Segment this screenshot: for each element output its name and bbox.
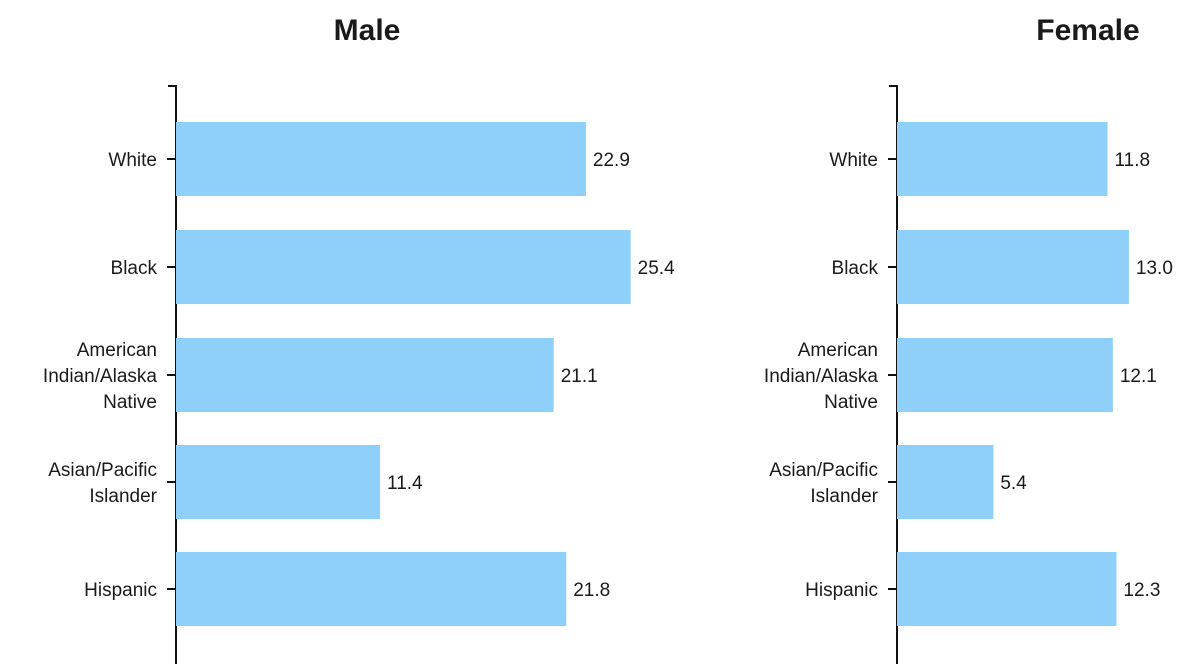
female-value-label-4: 12.3 (1123, 580, 1160, 601)
male-bar-1 (176, 230, 631, 304)
male-panel: Male White 22.9 Black 25.4 American Indian/Ala… (43, 14, 675, 664)
female-bar-1 (897, 230, 1129, 304)
female-bar-3 (897, 445, 994, 519)
female-category-label-0: White (829, 150, 878, 171)
male-bar-2 (176, 338, 554, 412)
male-category-label-4: Hispanic (84, 580, 157, 601)
male-category-label-line: American (77, 340, 157, 361)
male-category-label-0: White (108, 150, 157, 171)
male-value-label-4: 21.8 (573, 580, 610, 601)
male-category-label-line: Black (111, 258, 158, 279)
female-value-label-1: 13.0 (1136, 258, 1173, 279)
male-category-label-1: Black (111, 258, 158, 279)
male-value-label-0: 22.9 (593, 150, 630, 171)
female-category-label-line: White (829, 150, 878, 171)
female-category-label-1: Black (832, 258, 879, 279)
male-category-label-line: Hispanic (84, 580, 157, 601)
male-category-label-line: White (108, 150, 157, 171)
female-panel: Female White 11.8 Black 13.0 American Indian/A… (764, 14, 1173, 664)
female-category-label-line: Black (832, 258, 879, 279)
male-bar-3 (176, 445, 381, 519)
female-category-label-line: American (798, 340, 878, 361)
female-value-label-0: 11.8 (1115, 150, 1151, 171)
male-value-label-3: 11.4 (387, 473, 423, 494)
male-category-label-3: Asian/Pacific Islander (48, 460, 157, 507)
male-category-label-line: Indian/Alaska (43, 366, 158, 387)
female-value-label-2: 12.1 (1120, 366, 1157, 387)
female-category-label-2: American Indian/Alaska Native (764, 340, 879, 413)
female-category-label-line: Asian/Pacific (769, 460, 878, 481)
male-chart-title: Male (334, 14, 401, 47)
male-category-label-line: Islander (89, 486, 157, 507)
female-category-label-4: Hispanic (805, 580, 878, 601)
male-bar-4 (176, 552, 567, 626)
female-category-label-line: Indian/Alaska (764, 366, 879, 387)
female-chart-title: Female (1036, 14, 1139, 47)
female-bar-0 (897, 122, 1108, 196)
male-category-label-2: American Indian/Alaska Native (43, 340, 158, 413)
male-bar-0 (176, 122, 586, 196)
female-bar-2 (897, 338, 1113, 412)
female-category-label-line: Hispanic (805, 580, 878, 601)
male-value-label-2: 21.1 (561, 366, 598, 387)
female-category-label-line: Islander (810, 486, 878, 507)
female-bar-4 (897, 552, 1117, 626)
female-value-label-3: 5.4 (1000, 473, 1027, 494)
female-category-label-3: Asian/Pacific Islander (769, 460, 878, 507)
male-category-label-line: Asian/Pacific (48, 460, 157, 481)
male-value-label-1: 25.4 (638, 258, 675, 279)
female-category-label-line: Native (824, 392, 878, 413)
male-category-label-line: Native (103, 392, 157, 413)
